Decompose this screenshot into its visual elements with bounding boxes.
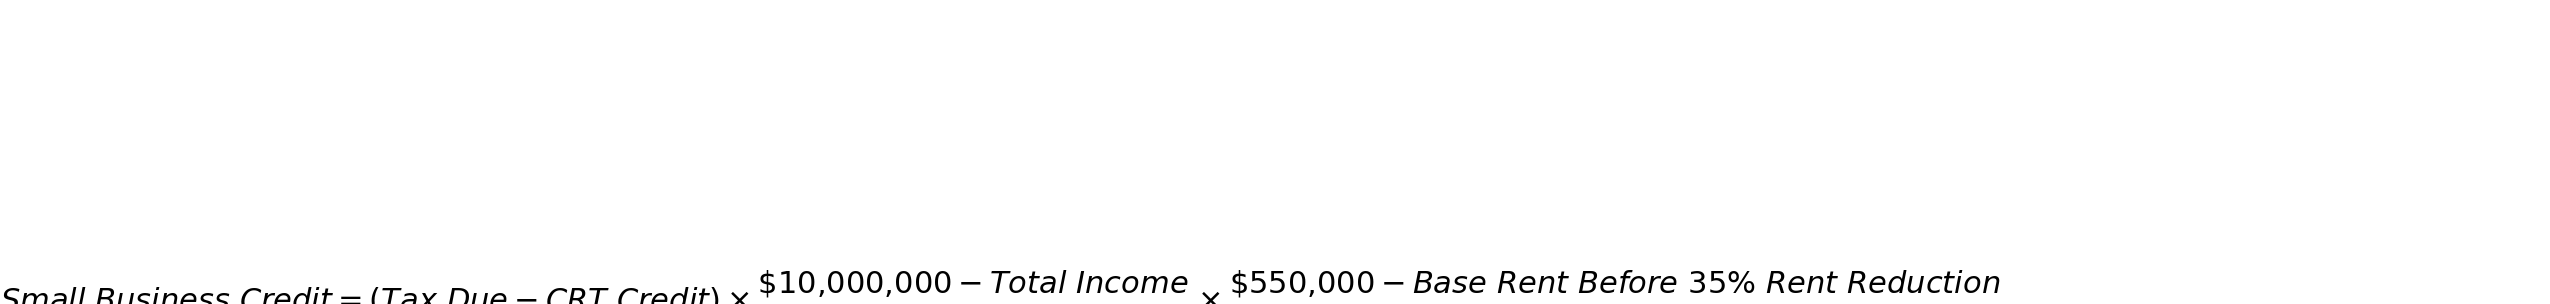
Text: $\mathit{Small\ Business\ Credit} = \mathit{(Tax\ Due} - \mathit{CRT\ Credit)} \: $\mathit{Small\ Business\ Credit} = \mat…	[0, 268, 2002, 304]
